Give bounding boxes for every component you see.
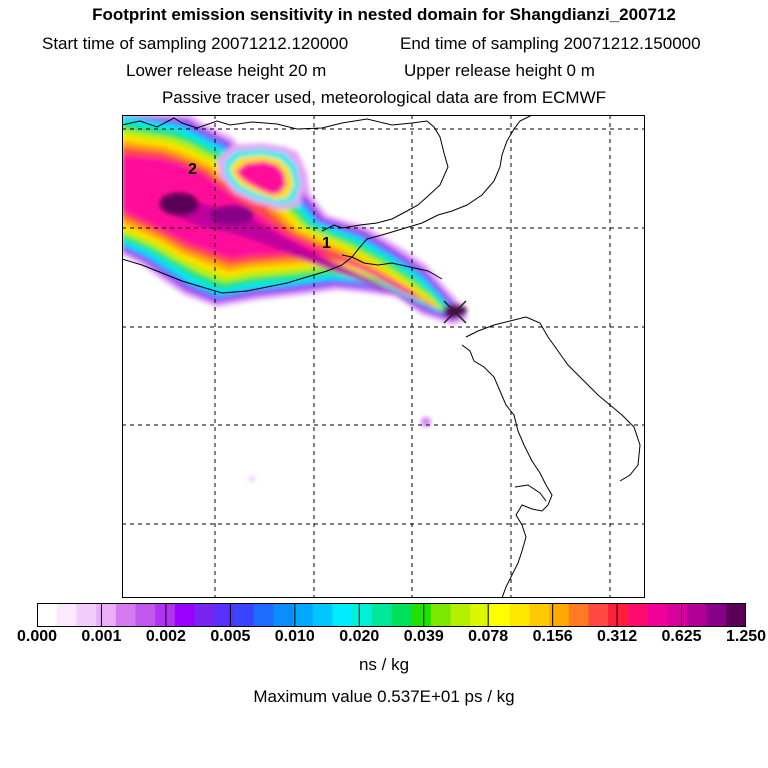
colorbar-tick-label: 0.010	[274, 628, 315, 645]
colorbar-cell	[627, 603, 649, 627]
colorbar-cell	[214, 603, 235, 627]
colorbar-tick-label: 0.005	[210, 628, 251, 645]
colorbar-cell	[509, 603, 530, 627]
colorbar-cell	[588, 603, 609, 627]
colorbar-cell	[489, 603, 511, 627]
colorbar-tick-label: 0.156	[532, 628, 573, 645]
colorbar-cell	[391, 603, 412, 627]
colorbar-cell	[194, 603, 215, 627]
colorbar-tick-label: 0.001	[81, 628, 122, 645]
maximum-value-label: Maximum value 0.537E+01 ps / kg	[253, 687, 515, 706]
colorbar-cell	[667, 603, 688, 627]
end-time-label: End time of sampling 20071212.150000	[400, 34, 701, 53]
colorbar-cell	[529, 603, 550, 627]
colorbar-cell	[706, 603, 727, 627]
colorbar-cell	[411, 603, 432, 627]
colorbar-tick-label: 0.039	[403, 628, 444, 645]
start-time-label: Start time of sampling 20071212.120000	[42, 34, 349, 53]
colorbar-cell	[135, 603, 156, 627]
colorbar-cells	[37, 603, 746, 627]
colorbar-cell	[312, 603, 334, 627]
plot-title: Footprint emission sensitivity in nested…	[92, 5, 676, 24]
colorbar-cell	[450, 603, 471, 627]
upper-release-height-label: Upper release height 0 m	[404, 61, 595, 80]
colorbar-cell	[37, 603, 58, 627]
colorbar-tick-label: 0.625	[661, 628, 702, 645]
colorbar	[37, 603, 746, 627]
colorbar-cell	[174, 603, 196, 627]
colorbar-tick-label: 1.250	[725, 628, 767, 645]
colorbar-cell	[371, 603, 393, 627]
tracer-info-label: Passive tracer used, meteorological data…	[161, 88, 607, 107]
colorbar-cell	[273, 603, 294, 627]
plume-label-2: 2	[188, 161, 197, 178]
colorbar-cell	[96, 603, 117, 627]
emission-sensitivity-plume	[122, 115, 468, 482]
colorbar-tick-label: 0.002	[145, 628, 186, 645]
colorbar-cell	[726, 603, 746, 627]
receptor-marker	[443, 300, 467, 324]
colorbar-cell	[332, 603, 353, 627]
colorbar-cell	[549, 603, 570, 627]
colorbar-cell	[233, 603, 255, 627]
plume-label-1: 1	[322, 235, 331, 252]
colorbar-cell	[56, 603, 77, 627]
colorbar-tick-marks	[37, 603, 746, 627]
colorbar-cell	[155, 603, 176, 627]
colorbar-cell	[115, 603, 137, 627]
colorbar-cell	[568, 603, 590, 627]
colorbar-cell	[76, 603, 97, 627]
colorbar-cell	[253, 603, 274, 627]
colorbar-units: ns / kg	[358, 655, 410, 674]
colorbar-cell	[647, 603, 668, 627]
lower-release-height-label: Lower release height 20 m	[126, 61, 327, 80]
colorbar-tick-label: 0.312	[597, 628, 638, 645]
colorbar-cell	[470, 603, 491, 627]
colorbar-tick-label: 0.020	[339, 628, 380, 645]
colorbar-tick-label: 0.000	[16, 628, 58, 645]
colorbar-tick-label: 0.078	[468, 628, 509, 645]
footprint-map: 1 2	[122, 115, 645, 598]
lat-lon-grid	[122, 115, 645, 598]
colorbar-cell	[430, 603, 452, 627]
colorbar-cell	[686, 603, 708, 627]
colorbar-cell	[293, 603, 314, 627]
colorbar-cell	[352, 603, 373, 627]
map-frame	[122, 115, 645, 598]
colorbar-cell	[608, 603, 629, 627]
